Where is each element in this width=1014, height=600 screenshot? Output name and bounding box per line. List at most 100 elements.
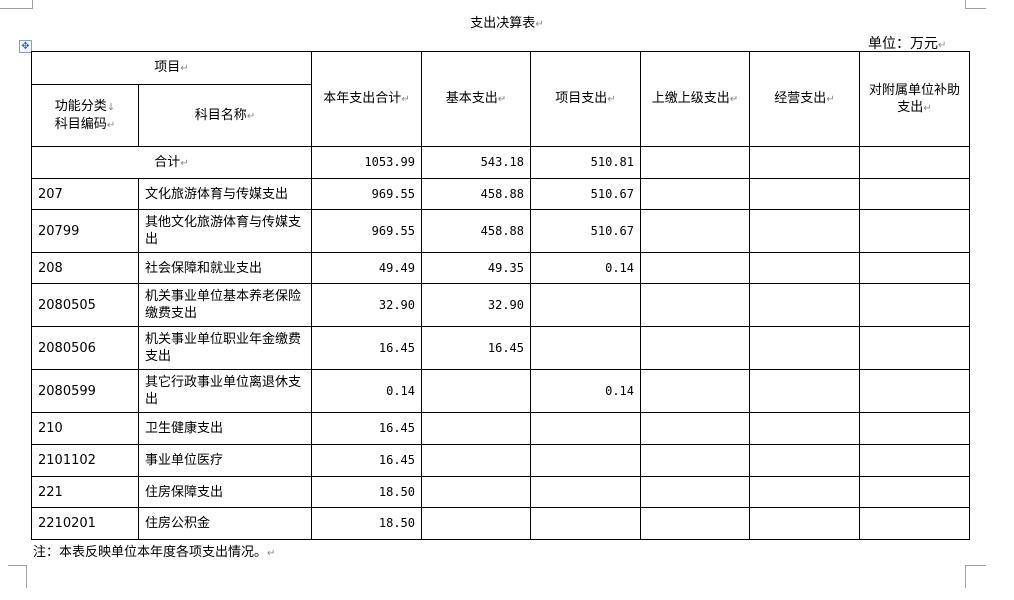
cell-code: 2080505 bbox=[31, 283, 139, 327]
header-project: 项目支出↵ bbox=[530, 51, 641, 147]
cell-upper bbox=[640, 476, 750, 508]
cell-total: 969.55 bbox=[311, 178, 422, 210]
footnote: 注：本表反映单位本年度各项支出情况。↵ bbox=[33, 545, 276, 560]
cell-name-text: 机关事业单位基本养老保险缴费支出 bbox=[145, 289, 302, 321]
page-corner-mark bbox=[0, 0, 33, 9]
cell-total-text: 18.50 bbox=[378, 516, 415, 530]
cell-project bbox=[530, 507, 641, 540]
cell-code-text: 221 bbox=[38, 484, 63, 500]
cell-code-text: 210 bbox=[38, 421, 63, 436]
cell-upper bbox=[640, 369, 750, 413]
header-basic: 基本支出↵ bbox=[421, 51, 531, 147]
cell-name: 住房公积金 bbox=[138, 507, 312, 540]
cell-basic bbox=[421, 369, 531, 413]
cell-upper bbox=[640, 326, 750, 370]
cell-basic: 16.45 bbox=[421, 326, 531, 370]
cell-total: 969.55 bbox=[311, 209, 422, 253]
cell-total-text: 18.50 bbox=[378, 484, 415, 499]
header-item: 项目↵ bbox=[31, 51, 312, 85]
cell-name: 其它行政事业单位离退休支出 bbox=[138, 369, 312, 413]
table-row: 210 卫生健康支出 16.45 bbox=[31, 412, 970, 445]
page-corner-mark bbox=[965, 565, 986, 588]
header-code: 功能分类↓ 科目编码↵ bbox=[31, 84, 139, 147]
cell-code-text: 2080506 bbox=[38, 340, 96, 356]
cell-subsidy bbox=[859, 476, 970, 508]
cell-name: 机关事业单位基本养老保险缴费支出 bbox=[138, 283, 312, 327]
cell-business bbox=[749, 178, 860, 210]
cell-name-text: 卫生健康支出 bbox=[145, 421, 224, 436]
cell-name-text: 其他文化旅游体育与传媒支出 bbox=[145, 215, 302, 247]
table-row: 208 社会保障和就业支出 49.49 49.35 0.14 bbox=[31, 252, 970, 284]
cell-project-text: 0.14 bbox=[605, 383, 634, 398]
cell-business bbox=[749, 476, 860, 508]
table-row: 2080505 机关事业单位基本养老保险缴费支出 32.90 32.90 bbox=[31, 283, 970, 327]
cell-total-text: 16.45 bbox=[378, 340, 415, 355]
cell-business bbox=[749, 209, 860, 253]
cell-project bbox=[530, 476, 641, 508]
cell-basic bbox=[421, 412, 531, 445]
cell-name-text: 住房公积金 bbox=[145, 516, 211, 531]
cell-code-text: 2080599 bbox=[38, 383, 96, 399]
cell-name-text: 文化旅游体育与传媒支出 bbox=[145, 186, 289, 202]
total-label: 合计↵ bbox=[31, 146, 312, 179]
cell-basic bbox=[421, 444, 531, 477]
page-corner-mark bbox=[8, 565, 27, 588]
cell-business bbox=[749, 369, 860, 413]
cell-upper bbox=[640, 283, 750, 327]
cell-project bbox=[530, 283, 641, 327]
total-business bbox=[749, 146, 860, 179]
table-row: 2210201 住房公积金 18.50 bbox=[31, 507, 970, 540]
cell-total: 49.49 bbox=[311, 252, 422, 284]
cell-project bbox=[530, 444, 641, 477]
cell-total: 16.45 bbox=[311, 412, 422, 445]
cell-total: 32.90 bbox=[311, 283, 422, 327]
cell-code: 221 bbox=[31, 476, 139, 508]
cell-code-text: 207 bbox=[38, 186, 63, 202]
table-row: 207 文化旅游体育与传媒支出 969.55 458.88 510.67 bbox=[31, 178, 970, 210]
cell-total: 16.45 bbox=[311, 444, 422, 477]
header-row: 项目↵ 本年支出合计↵ 基本支出↵ 项目支出↵ 上缴上级支出↵ 经营支出↵ 对附… bbox=[31, 51, 970, 147]
expenditure-table: 项目↵ 本年支出合计↵ 基本支出↵ 项目支出↵ 上缴上级支出↵ 经营支出↵ 对附… bbox=[31, 51, 970, 540]
unit-label: 单位：万元↵ bbox=[868, 36, 947, 52]
cell-total: 18.50 bbox=[311, 507, 422, 540]
cell-name: 文化旅游体育与传媒支出 bbox=[138, 178, 312, 210]
table-move-handle-icon[interactable]: ✥ bbox=[19, 40, 32, 53]
cell-name-text: 其它行政事业单位离退休支出 bbox=[145, 375, 302, 407]
cell-total-text: 49.49 bbox=[378, 260, 415, 275]
document-title: 支出决算表↵ bbox=[470, 16, 544, 31]
cell-upper bbox=[640, 209, 750, 253]
cell-subsidy bbox=[859, 209, 970, 253]
cell-basic: 458.88 bbox=[421, 178, 531, 210]
cell-name-text: 事业单位医疗 bbox=[145, 453, 224, 468]
cell-total-text: 0.14 bbox=[386, 383, 415, 398]
cell-basic: 458.88 bbox=[421, 209, 531, 253]
cell-code: 20799 bbox=[31, 209, 139, 253]
cell-project bbox=[530, 326, 641, 370]
cell-code: 2080599 bbox=[31, 369, 139, 413]
cell-basic-text: 16.45 bbox=[487, 340, 524, 355]
cell-basic: 32.90 bbox=[421, 283, 531, 327]
cell-name: 机关事业单位职业年金缴费支出 bbox=[138, 326, 312, 370]
cell-code-text: 208 bbox=[38, 260, 63, 276]
cell-project: 0.14 bbox=[530, 252, 641, 284]
cell-name: 住房保障支出 bbox=[138, 476, 312, 508]
cell-upper bbox=[640, 444, 750, 477]
cell-basic-text: 32.90 bbox=[487, 297, 524, 312]
cell-basic-text: 458.88 bbox=[480, 186, 524, 201]
cell-total: 0.14 bbox=[311, 369, 422, 413]
cell-total-text: 16.45 bbox=[378, 453, 415, 467]
cell-code-text: 2080505 bbox=[38, 297, 96, 313]
total-row: 合计↵ 1053.99 543.18 510.81 bbox=[31, 146, 970, 179]
cell-business bbox=[749, 326, 860, 370]
total-total: 1053.99 bbox=[311, 146, 422, 179]
table-row: 221 住房保障支出 18.50 bbox=[31, 476, 970, 508]
cell-business bbox=[749, 412, 860, 445]
cell-business bbox=[749, 283, 860, 327]
table-row: 2101102 事业单位医疗 16.45 bbox=[31, 444, 970, 477]
cell-subsidy bbox=[859, 326, 970, 370]
cell-business bbox=[749, 507, 860, 540]
cell-subsidy bbox=[859, 252, 970, 284]
cell-upper bbox=[640, 507, 750, 540]
cell-basic bbox=[421, 507, 531, 540]
page-corner-mark bbox=[965, 0, 986, 9]
